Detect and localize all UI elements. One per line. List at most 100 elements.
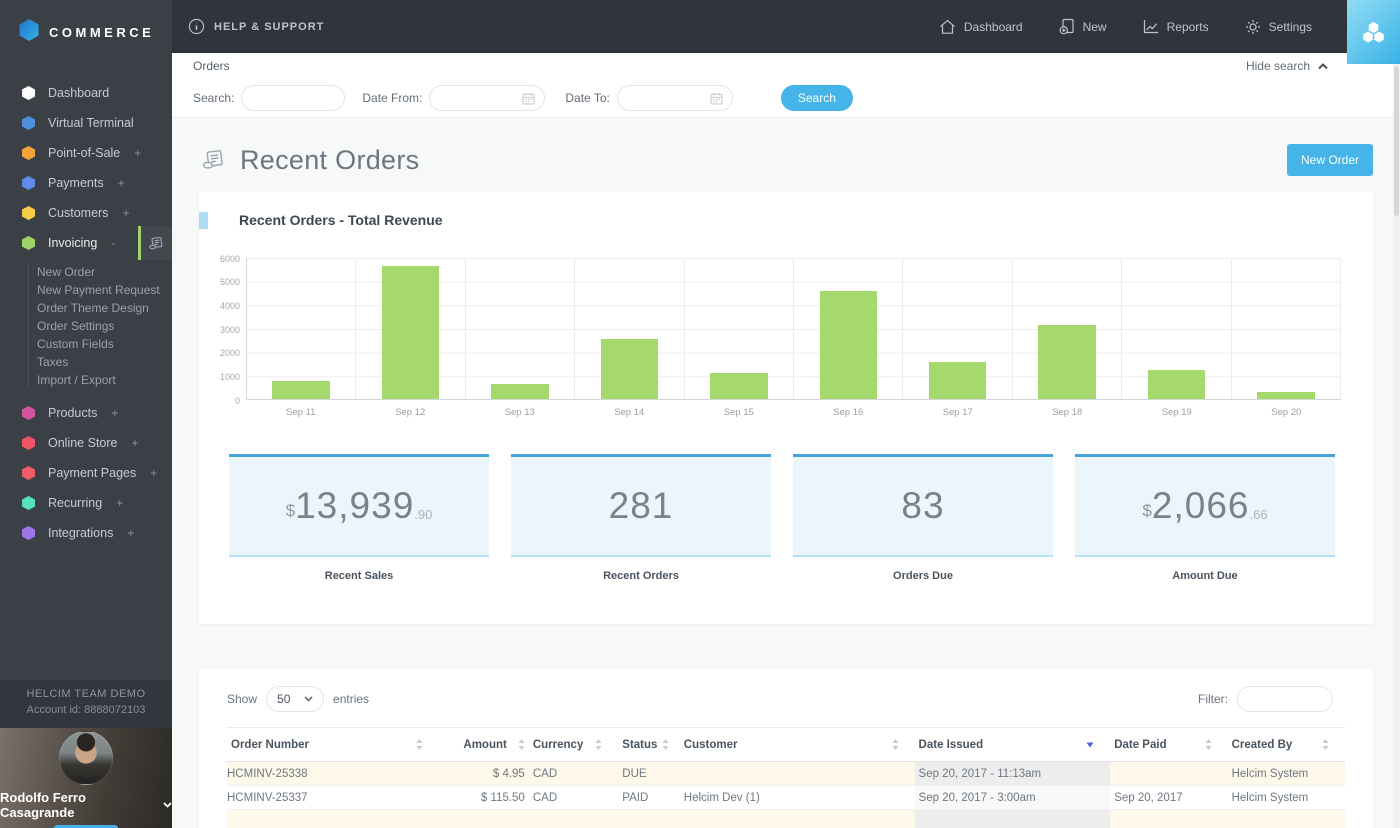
topnav-dashboard[interactable]: Dashboard bbox=[939, 19, 1023, 35]
sidebar-item-payments[interactable]: Payments + bbox=[0, 168, 172, 198]
new-order-button[interactable]: New Order bbox=[1286, 144, 1373, 176]
chart-category bbox=[575, 258, 685, 399]
column-header-currency[interactable]: Currency bbox=[528, 727, 619, 762]
stat-label: Orders Due bbox=[893, 570, 953, 582]
chart-category bbox=[903, 258, 1013, 399]
info-icon bbox=[188, 18, 205, 35]
sidebar-item-point-of-sale[interactable]: Point-of-Sale + bbox=[0, 138, 172, 168]
scrollbar-thumb[interactable] bbox=[1394, 66, 1399, 216]
submenu-item-new-order[interactable]: New Order bbox=[37, 264, 96, 279]
cell-currency: CAD bbox=[528, 785, 619, 810]
stat-card-recent-orders[interactable]: 281 bbox=[511, 454, 771, 557]
chart-category bbox=[1013, 258, 1123, 399]
cell-currency bbox=[528, 809, 619, 828]
submenu-item-import-export[interactable]: Import / Export bbox=[37, 372, 116, 387]
sidebar-item-dashboard[interactable]: Dashboard bbox=[0, 78, 172, 108]
y-tick-label: 6000 bbox=[219, 253, 240, 264]
filter-wrap: Filter: bbox=[1198, 686, 1333, 712]
hexagon-icon bbox=[22, 206, 35, 220]
column-header-amount[interactable]: Amount bbox=[439, 727, 529, 762]
logout-button[interactable]: Logout bbox=[54, 825, 118, 828]
user-panel: Rodolfo Ferro Casagrande Logout bbox=[0, 728, 172, 828]
sort-icon bbox=[892, 739, 899, 750]
stat-card-recent-sales[interactable]: $13,939.90 bbox=[229, 454, 489, 557]
topnav-label: Dashboard bbox=[963, 19, 1023, 34]
topnav-settings[interactable]: Settings bbox=[1245, 19, 1312, 35]
sidebar-item-customers[interactable]: Customers + bbox=[0, 198, 172, 228]
page-size-value: 50 bbox=[277, 692, 291, 706]
column-header-date-paid[interactable]: Date Paid bbox=[1110, 727, 1228, 762]
date-from-input[interactable] bbox=[429, 85, 546, 111]
stat-card-amount-due[interactable]: $2,066.66 bbox=[1075, 454, 1335, 557]
sidebar-item-label: Dashboard bbox=[48, 86, 110, 100]
filter-label: Filter: bbox=[1198, 692, 1228, 706]
home-icon bbox=[939, 19, 956, 35]
column-header-label: Customer bbox=[683, 738, 738, 751]
stat-card-orders-due[interactable]: 83 bbox=[793, 454, 1053, 557]
submenu-item-custom-fields[interactable]: Custom Fields bbox=[37, 336, 114, 351]
sort-icon bbox=[1205, 739, 1212, 750]
sidebar-item-label: Payment Pages bbox=[48, 466, 137, 480]
sidebar-item-recurring[interactable]: Recurring + bbox=[0, 488, 172, 518]
sidebar-item-products[interactable]: Products + bbox=[0, 398, 172, 428]
date-to-input[interactable] bbox=[616, 85, 733, 111]
topnav-label: Reports bbox=[1166, 19, 1209, 34]
brand-logo[interactable]: COMMERCE bbox=[0, 0, 172, 64]
sidebar-item-invoicing[interactable]: Invoicing - bbox=[0, 226, 172, 260]
column-header-created-by[interactable]: Created By bbox=[1227, 727, 1345, 762]
page-scrollbar[interactable] bbox=[1393, 64, 1400, 828]
date-from-label: Date From: bbox=[362, 91, 423, 105]
page-size-select[interactable]: 50 bbox=[266, 686, 325, 712]
invoicing-flyout-icon[interactable] bbox=[138, 226, 172, 260]
stat-cents: .90 bbox=[414, 506, 433, 522]
column-header-status[interactable]: Status bbox=[618, 727, 680, 762]
submenu-item-taxes[interactable]: Taxes bbox=[37, 354, 69, 369]
hexagon-icon bbox=[22, 176, 35, 190]
bar-sep-20 bbox=[1257, 392, 1315, 399]
hide-search-toggle[interactable]: Hide search bbox=[1246, 59, 1328, 73]
submenu-item-order-theme-design[interactable]: Order Theme Design bbox=[37, 300, 149, 315]
chart-card-title: Recent Orders - Total Revenue bbox=[239, 212, 443, 228]
revenue-chart-card: Recent Orders - Total Revenue 0 1000 2000 3… bbox=[199, 192, 1373, 624]
help-support-link[interactable]: HELP & SUPPORT bbox=[188, 18, 324, 35]
filter-input[interactable] bbox=[1237, 686, 1333, 712]
search-input[interactable] bbox=[241, 85, 346, 111]
hexagon-icon bbox=[22, 406, 35, 420]
cell-amount: $ 115.50 bbox=[439, 785, 529, 810]
cell-date_issued: Sep 20, 2017 - 3:00am bbox=[914, 785, 1111, 810]
y-tick-label: 2000 bbox=[219, 348, 240, 359]
stat-label: Recent Sales bbox=[324, 570, 394, 582]
column-header-order-number[interactable]: Order Number bbox=[227, 727, 440, 762]
card-accent-marker bbox=[199, 212, 208, 229]
table-row-hcminv-25338[interactable]: HCMINV-25338 $ 4.95 CAD DUE Sep 20, 2017 - 1… bbox=[227, 761, 1345, 786]
topnav-reports[interactable]: Reports bbox=[1143, 19, 1209, 34]
chart-y-axis: 0 1000 2000 3000 4000 5000 6000 bbox=[218, 254, 246, 406]
sidebar-item-payment-pages[interactable]: Payment Pages + bbox=[0, 458, 172, 488]
column-header-label: Status bbox=[622, 738, 658, 751]
search-button[interactable]: Search bbox=[780, 85, 853, 111]
avatar[interactable] bbox=[59, 731, 113, 785]
table-row-hcminv-25337[interactable]: HCMINV-25337 $ 115.50 CAD PAID Helcim Dev (1… bbox=[227, 785, 1345, 810]
column-header-label: Date Issued bbox=[918, 738, 984, 751]
cell-amount bbox=[439, 809, 529, 828]
user-name-menu[interactable]: Rodolfo Ferro Casagrande bbox=[0, 790, 172, 820]
submenu-item-new-payment-request[interactable]: New Payment Request bbox=[37, 282, 160, 297]
sidebar-item-online-store[interactable]: Online Store + bbox=[0, 428, 172, 458]
column-header-customer[interactable]: Customer bbox=[679, 727, 915, 762]
sidebar-item-virtual-terminal[interactable]: Virtual Terminal bbox=[0, 108, 172, 138]
submenu-item-order-settings[interactable]: Order Settings bbox=[37, 318, 115, 333]
orders-table-head: Order Number Amount Currency Status Customer… bbox=[227, 727, 1345, 762]
sidebar-item-label: Virtual Terminal bbox=[48, 116, 134, 130]
column-header-date-issued[interactable]: Date Issued bbox=[914, 727, 1111, 762]
sidebar-item-label: Products bbox=[48, 406, 98, 420]
topnav-new[interactable]: New bbox=[1059, 18, 1107, 35]
chart-x-axis-labels: Sep 11 Sep 12 Sep 13 Sep 14 Sep 15 Sep 16 Sep … bbox=[246, 407, 1341, 418]
chevron-down-icon bbox=[163, 802, 172, 808]
stat-recent-orders: 281 Recent Orders bbox=[511, 454, 771, 582]
table-row-partial[interactable] bbox=[227, 809, 1345, 828]
bar-sep-13 bbox=[491, 384, 549, 399]
account-info-box: HELCIM TEAM DEMO Account id: 8888072103 bbox=[0, 680, 172, 728]
app-switcher-button[interactable] bbox=[1347, 0, 1400, 64]
sidebar-item-integrations[interactable]: Integrations + bbox=[0, 518, 172, 548]
